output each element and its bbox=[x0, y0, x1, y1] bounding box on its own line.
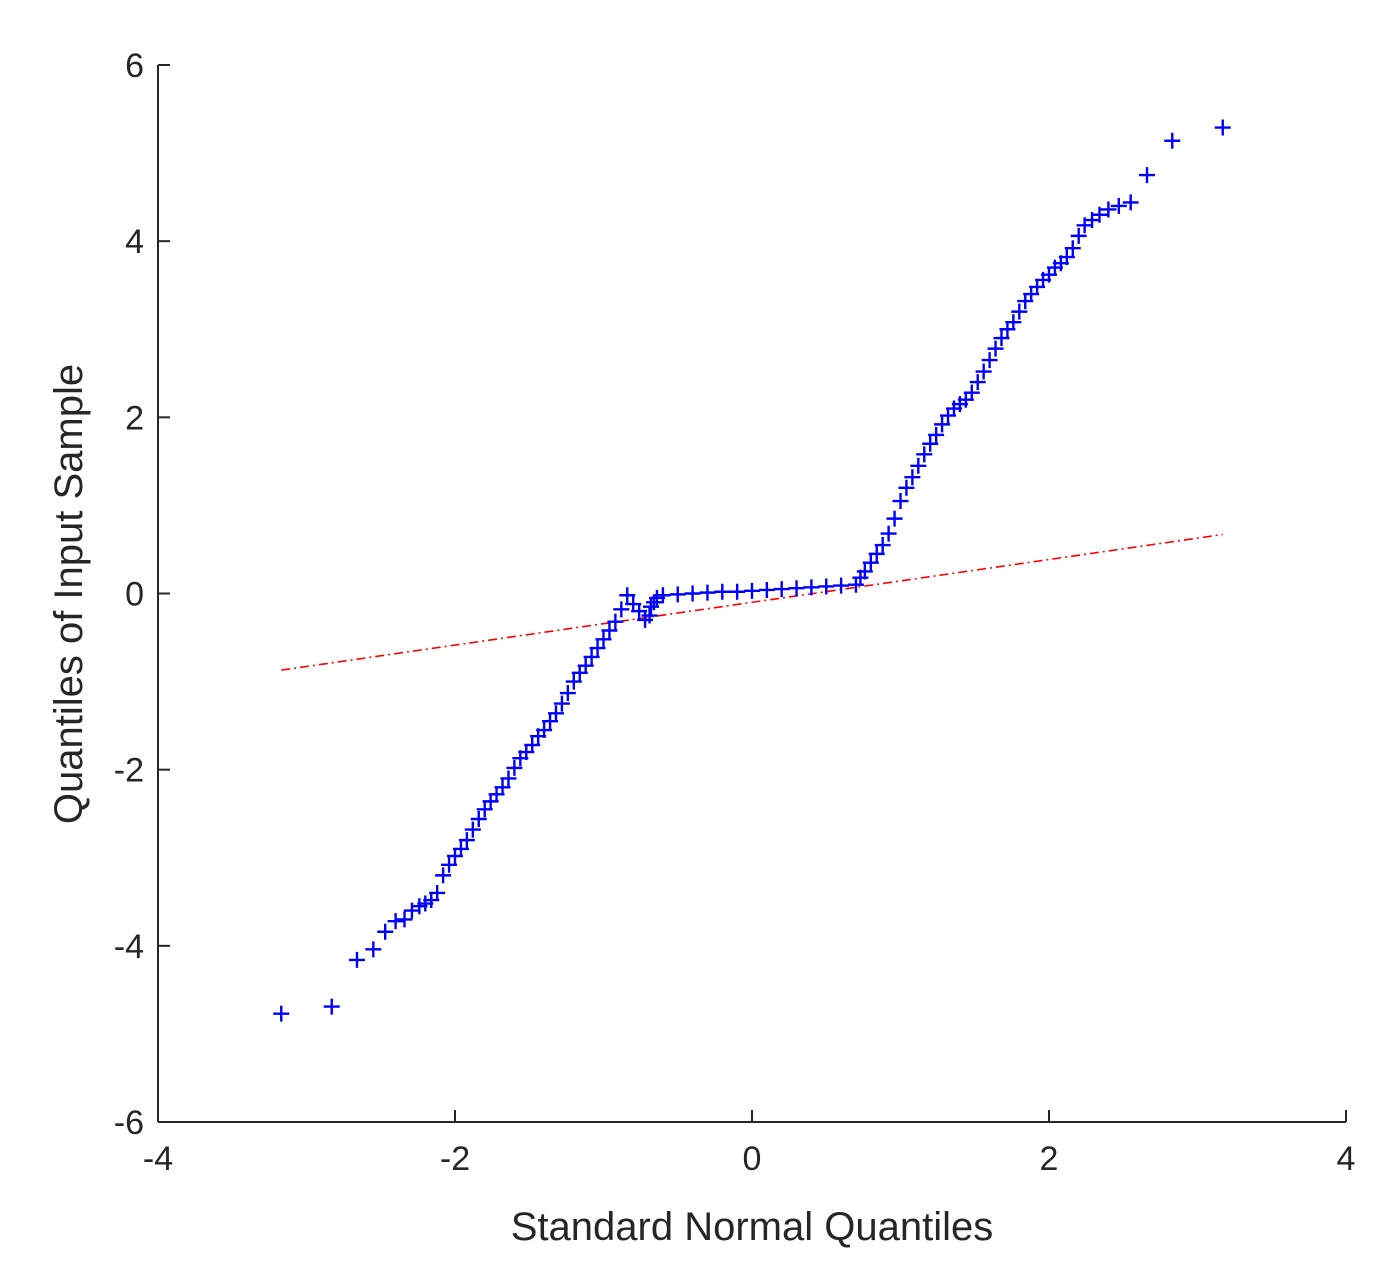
data-point bbox=[559, 685, 576, 702]
data-point bbox=[773, 581, 790, 598]
data-point bbox=[1064, 240, 1081, 257]
data-point bbox=[1214, 119, 1231, 136]
data-point bbox=[547, 705, 564, 722]
data-point bbox=[874, 537, 891, 554]
data-point bbox=[833, 577, 850, 594]
x-tick-label: 4 bbox=[1337, 1140, 1356, 1178]
data-point bbox=[601, 622, 618, 639]
data-point bbox=[536, 722, 553, 739]
data-point bbox=[934, 416, 951, 433]
data-point bbox=[856, 563, 873, 580]
data-point bbox=[729, 583, 746, 600]
data-point bbox=[506, 759, 523, 776]
data-point bbox=[565, 673, 582, 690]
data-point bbox=[699, 584, 716, 601]
data-point bbox=[494, 779, 511, 796]
data-point bbox=[993, 330, 1010, 347]
data-point bbox=[577, 657, 594, 674]
data-point bbox=[1011, 303, 1028, 320]
y-tick-label: -2 bbox=[114, 752, 144, 790]
data-point bbox=[589, 640, 606, 657]
data-point bbox=[553, 695, 570, 712]
data-point bbox=[868, 545, 885, 562]
y-tick-label: 0 bbox=[125, 576, 144, 614]
data-point bbox=[641, 607, 658, 624]
data-point bbox=[470, 810, 487, 827]
data-point bbox=[922, 435, 939, 452]
data-point bbox=[396, 911, 413, 928]
data-point bbox=[758, 581, 775, 598]
data-point bbox=[1005, 314, 1022, 331]
data-point bbox=[987, 340, 1004, 357]
data-point bbox=[441, 856, 458, 873]
y-tick-label: -6 bbox=[114, 1104, 144, 1142]
data-point bbox=[969, 374, 986, 391]
data-point bbox=[500, 770, 517, 787]
data-point bbox=[669, 586, 686, 603]
data-point bbox=[654, 587, 671, 604]
data-point bbox=[1139, 167, 1156, 184]
y-tick-label: 6 bbox=[125, 47, 144, 85]
y-tick-label: 2 bbox=[125, 399, 144, 437]
x-tick-label: 0 bbox=[743, 1140, 762, 1178]
data-point bbox=[862, 554, 879, 571]
x-tick-label: -4 bbox=[143, 1140, 173, 1178]
x-axis-label: Standard Normal Quantiles bbox=[511, 1205, 993, 1249]
data-point bbox=[583, 648, 600, 665]
data-point bbox=[886, 510, 903, 527]
data-point bbox=[435, 867, 452, 884]
data-point bbox=[916, 446, 933, 463]
y-axis-label: Quantiles of Input Sample bbox=[47, 364, 91, 824]
data-point bbox=[387, 913, 404, 930]
data-point bbox=[803, 579, 820, 596]
data-point bbox=[1110, 197, 1127, 214]
data-point bbox=[910, 457, 927, 474]
data-point bbox=[607, 613, 624, 630]
data-point bbox=[619, 587, 636, 604]
data-point bbox=[377, 923, 394, 940]
y-tick-label: -4 bbox=[114, 928, 144, 966]
data-point bbox=[323, 998, 340, 1015]
data-point bbox=[348, 951, 365, 968]
data-point bbox=[892, 493, 909, 510]
data-point bbox=[429, 884, 446, 901]
data-point bbox=[818, 578, 835, 595]
data-point bbox=[714, 583, 731, 600]
data-point bbox=[1058, 249, 1075, 266]
y-tick-label: 4 bbox=[125, 223, 144, 261]
data-point bbox=[684, 585, 701, 602]
data-point bbox=[1164, 132, 1181, 149]
data-point bbox=[898, 479, 915, 496]
data-point bbox=[963, 384, 980, 401]
reference-line-group bbox=[281, 533, 1223, 671]
data-point bbox=[613, 601, 630, 618]
data-point bbox=[452, 840, 469, 857]
data-point bbox=[524, 737, 541, 754]
data-point bbox=[595, 631, 612, 648]
x-tick-label: -2 bbox=[440, 1140, 470, 1178]
data-point bbox=[273, 1005, 290, 1022]
data-point bbox=[464, 821, 481, 838]
data-point bbox=[928, 426, 945, 443]
data-point bbox=[458, 832, 475, 849]
data-point bbox=[1091, 206, 1108, 223]
data-point bbox=[975, 363, 992, 380]
data-points bbox=[273, 119, 1231, 1022]
data-point bbox=[880, 525, 897, 542]
data-point bbox=[1100, 201, 1117, 218]
data-point bbox=[631, 603, 648, 620]
data-point bbox=[788, 580, 805, 597]
x-tick-label: 2 bbox=[1040, 1140, 1059, 1178]
data-point bbox=[904, 469, 921, 486]
data-point bbox=[1122, 194, 1139, 211]
reference-line bbox=[281, 533, 1223, 671]
data-point bbox=[1070, 227, 1087, 244]
data-point bbox=[981, 352, 998, 369]
data-point bbox=[365, 941, 382, 958]
data-point bbox=[744, 582, 760, 599]
